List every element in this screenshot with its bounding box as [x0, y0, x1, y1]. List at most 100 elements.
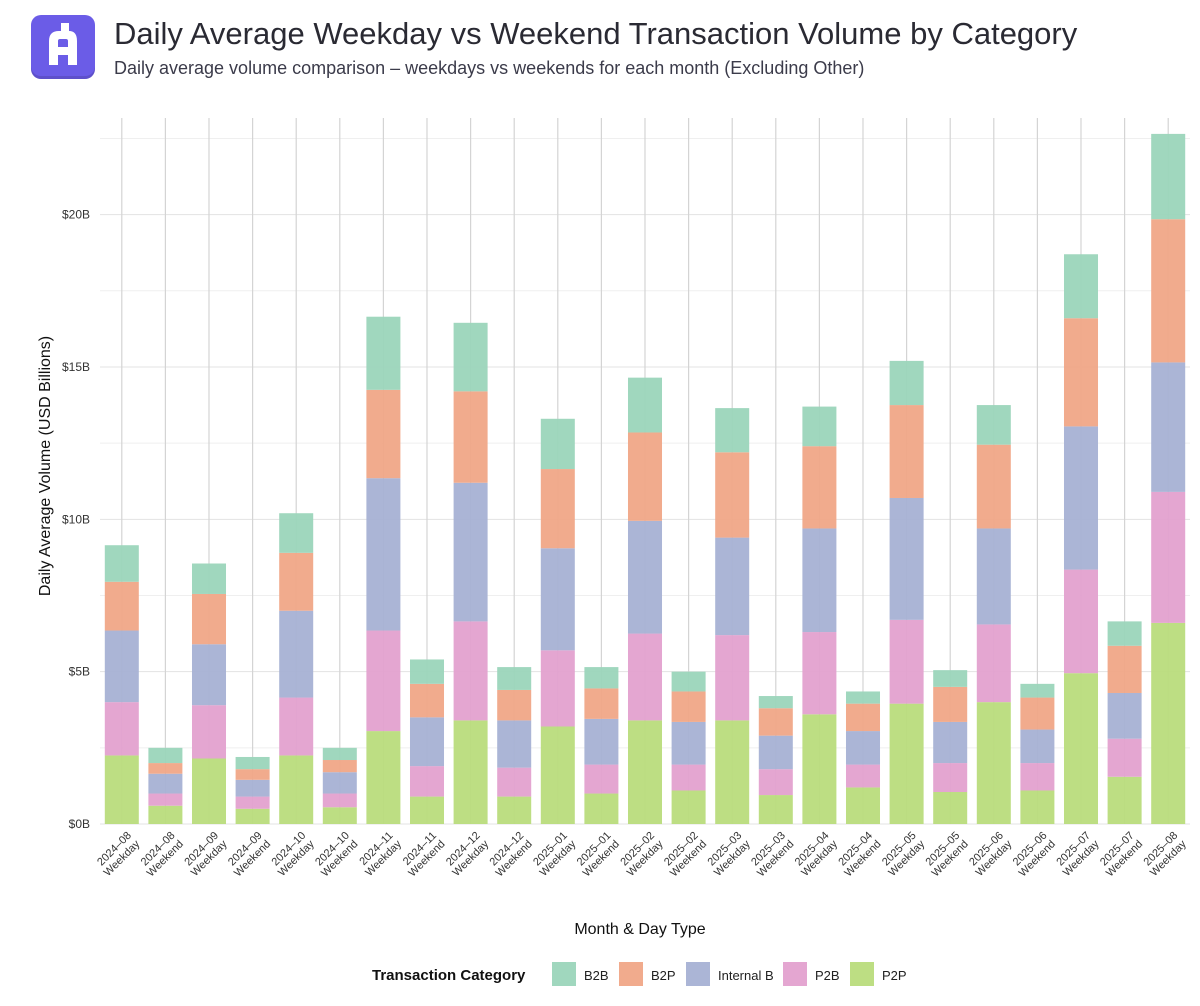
bar-segment-b2p — [322, 760, 357, 773]
bar-segment-b2b — [1151, 133, 1186, 220]
bar-segment-b2p — [1151, 219, 1186, 363]
bar-segment-p2p — [148, 805, 183, 824]
bar-segment-b2p — [279, 552, 314, 611]
bar-segment-b2b — [322, 747, 357, 761]
bar-segment-b2p — [1063, 318, 1099, 427]
bar-segment-b2p — [1020, 697, 1055, 730]
bar-segment-internal-b — [497, 720, 532, 768]
bar-segment-b2p — [584, 688, 619, 719]
bar-segment-b2b — [104, 545, 139, 582]
bar-segment-b2p — [845, 703, 881, 732]
bar-segment-internal-b — [933, 721, 968, 764]
bar-segment-p2b — [148, 793, 183, 806]
bar-segment-b2b — [758, 696, 793, 709]
bar-segment-b2p — [235, 769, 270, 780]
bar-segment-b2b — [366, 316, 401, 390]
bar-segment-b2b — [191, 563, 227, 594]
bar-segment-b2p — [1107, 645, 1142, 693]
bar-segment-internal-b — [976, 528, 1011, 625]
bar-segment-p2p — [235, 808, 270, 824]
bar-segment-p2b — [497, 767, 532, 797]
bar-segment-p2p — [540, 726, 575, 824]
bar-segment-p2p — [1107, 776, 1142, 824]
bar-segment-b2b — [933, 670, 968, 687]
bar-segment-p2b — [1063, 569, 1099, 674]
bar-segment-p2p — [453, 720, 488, 824]
bar-segment-internal-b — [1020, 729, 1055, 764]
bar-segment-b2p — [497, 689, 532, 721]
legend-label: P2B — [815, 968, 840, 983]
logo-glyph-icon — [49, 23, 77, 65]
y-tick-label: $10B — [62, 512, 90, 526]
bar-segment-b2p — [802, 446, 837, 529]
bar-segment-internal-b — [889, 497, 924, 620]
page-subtitle: Daily average volume comparison – weekda… — [114, 58, 865, 78]
bar-segment-b2p — [976, 444, 1011, 529]
bar-segment-b2p — [889, 405, 924, 498]
legend-label: B2B — [584, 968, 609, 983]
bar-segment-p2b — [409, 766, 445, 797]
bar-segment-b2p — [933, 686, 968, 722]
bar-segment-p2p — [715, 720, 750, 824]
bar-segment-p2p — [802, 714, 837, 824]
bar-segment-b2b — [802, 406, 837, 447]
bar-segment-internal-b — [758, 735, 793, 770]
bar-segment-p2p — [758, 795, 793, 824]
bar-segment-p2p — [671, 790, 706, 824]
bar-segment-internal-b — [366, 478, 401, 631]
bar-segment-internal-b — [671, 721, 706, 765]
bar-segment-p2p — [1020, 790, 1055, 824]
bar-segment-b2b — [845, 691, 881, 704]
bar-segment-internal-b — [802, 528, 837, 633]
bar-segment-internal-b — [104, 630, 139, 703]
bar-segment-b2b — [1020, 683, 1055, 698]
bar-segment-internal-b — [235, 779, 270, 797]
bar-segment-b2b — [497, 667, 532, 690]
bar-segment-internal-b — [279, 610, 314, 698]
bar-segment-p2b — [540, 650, 575, 727]
bar-segment-p2b — [845, 764, 881, 788]
chart-header: Daily Average Weekday vs Weekend Transac… — [0, 0, 1200, 100]
bar-segment-b2p — [627, 432, 663, 521]
bar-segment-internal-b — [540, 548, 575, 651]
legend-title: Transaction Category — [372, 967, 526, 984]
y-tick-label: $20B — [62, 208, 90, 222]
bar-segment-b2b — [1107, 621, 1142, 646]
bar-segment-p2p — [933, 792, 968, 824]
bar-segment-b2p — [453, 391, 488, 483]
bar-segment-p2p — [584, 793, 619, 824]
bar-segment-b2p — [191, 593, 227, 645]
bar-segment-p2b — [279, 697, 314, 756]
bar-segment-p2p — [104, 755, 139, 824]
bar-segment-p2b — [1107, 738, 1142, 777]
legend: Transaction Category B2B B2P Internal B P2B P… — [372, 962, 907, 986]
bar-segment-internal-b — [148, 773, 183, 794]
bar-segment-p2b — [584, 764, 619, 794]
bar-segment-internal-b — [845, 731, 881, 765]
bar-segment-p2b — [191, 705, 227, 759]
bar-segment-internal-b — [1151, 362, 1186, 492]
bar-segment-p2p — [1063, 673, 1099, 824]
bar-segment-p2p — [1151, 622, 1186, 824]
bar-segment-p2b — [322, 793, 357, 808]
bar-segment-internal-b — [1107, 692, 1142, 739]
y-tick-label: $5B — [69, 665, 90, 679]
bar-segment-internal-b — [584, 718, 619, 765]
bar-segment-p2p — [366, 731, 401, 824]
y-tick-label: $0B — [69, 817, 90, 831]
